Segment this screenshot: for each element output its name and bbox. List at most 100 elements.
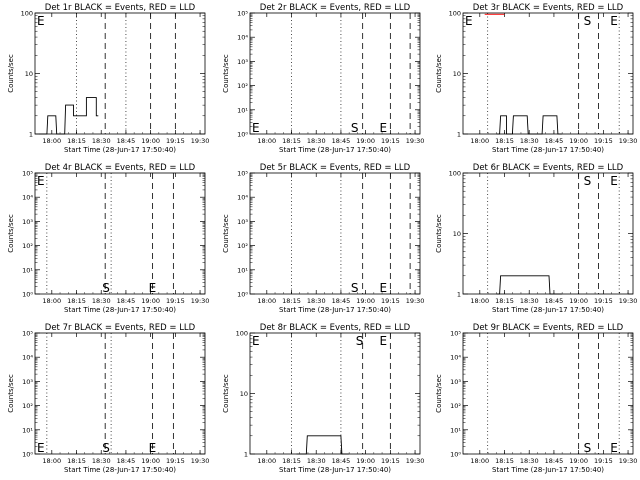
y-tick-label: 10¹ [450,426,461,434]
x-tick-label: 18:15 [282,457,301,465]
x-tick-label: 18:15 [495,297,514,305]
y-tick-label: 10³ [22,218,33,226]
y-tick-label: 10³ [450,378,461,386]
x-tick-label: 18:30 [307,137,326,145]
panel-8: Det 8r BLACK = Events, RED = LLD 1 10 100 18… [222,323,424,474]
x-axis-label: Start Time (28-Jun-17 17:50:40) [64,466,176,474]
y-tick-label: 1 [29,131,33,139]
x-tick-label: 18:30 [92,297,111,305]
marker-e: E [252,334,260,348]
panel-1: Det 1r BLACK = Events, RED = LLD 1 10 100 18… [7,3,209,154]
marker-s: S [102,441,110,455]
x-axis-label: Start Time (28-Jun-17 17:50:40) [279,306,391,314]
y-tick-label: 10² [22,402,33,410]
marker-s: S [351,281,359,295]
x-tick-label: 19:15 [594,137,613,145]
y-tick-label: 10⁵ [22,330,33,338]
panel-title: Det 3r BLACK = Events, RED = LLD [473,3,624,13]
x-tick-label: 18:00 [257,297,276,305]
x-tick-label: 18:00 [257,137,276,145]
x-tick-label: 18:45 [117,297,136,305]
panel-9: Det 9r BLACK = Events, RED = LLD 10⁰ 10¹ 10… [435,323,637,474]
y-tick-label: 10¹ [237,266,248,274]
marker-s: S [584,14,592,28]
panel-2: Det 2r BLACK = Events, RED = LLD 10⁰ 10¹ 10… [222,3,424,154]
x-tick-label: 19:15 [166,137,185,145]
x-axis-label: Start Time (28-Jun-17 17:50:40) [64,306,176,314]
x-tick-label: 18:30 [92,137,111,145]
x-tick-label: 18:00 [470,457,489,465]
series-line-1 [496,275,562,295]
series-line-1 [39,97,99,135]
marker-e: E [379,334,387,348]
x-tick-label: 19:00 [141,297,160,305]
series-line-1 [296,435,349,455]
x-tick-label: 18:00 [42,137,61,145]
marker-e: E [149,281,157,295]
y-axis-label: Counts/sec [7,54,15,93]
plot-frame [34,332,206,455]
marker-s: S [584,441,592,455]
x-tick-label: 19:30 [191,297,210,305]
x-tick-label: 19:00 [356,137,375,145]
plot-frame [462,332,634,455]
x-tick-label: 18:30 [307,297,326,305]
y-tick-label: 10⁰ [237,131,248,139]
marker-e: E [37,174,45,188]
y-tick-label: 10⁵ [450,330,461,338]
y-axis-label: Counts/sec [7,374,15,413]
x-tick-label: 19:30 [406,457,425,465]
panel-4: Det 4r BLACK = Events, RED = LLD 10⁰ 10¹ 10… [7,163,209,314]
y-axis-label: Counts/sec [435,214,443,253]
x-tick-label: 19:00 [356,457,375,465]
panel-title: Det 9r BLACK = Events, RED = LLD [473,323,624,333]
x-tick-label: 19:15 [594,297,613,305]
y-axis-label: Counts/sec [222,214,230,253]
marker-s: S [102,281,110,295]
x-tick-label: 18:15 [495,137,514,145]
plot-frame [34,172,206,295]
x-tick-label: 18:15 [67,297,86,305]
plot-frame [249,12,421,135]
marker-e: E [379,121,387,135]
x-tick-label: 19:30 [619,457,638,465]
y-tick-label: 10³ [237,58,248,66]
y-tick-label: 10 [453,230,461,238]
x-tick-label: 19:00 [141,457,160,465]
y-tick-label: 10⁴ [22,354,33,362]
panel-title: Det 2r BLACK = Events, RED = LLD [260,3,411,13]
x-axis-label: Start Time (28-Jun-17 17:50:40) [64,146,176,154]
y-tick-label: 10⁴ [450,354,461,362]
x-tick-label: 18:45 [332,457,351,465]
x-tick-label: 19:30 [406,137,425,145]
y-tick-label: 10² [450,402,461,410]
y-tick-label: 100 [449,10,461,18]
y-tick-label: 10⁴ [22,194,33,202]
y-tick-label: 10⁰ [22,451,33,459]
y-tick-label: 10 [240,390,248,398]
marker-e: E [465,14,473,28]
x-tick-label: 19:00 [569,457,588,465]
y-axis-label: Counts/sec [435,374,443,413]
y-tick-label: 10¹ [237,106,248,114]
x-axis-label: Start Time (28-Jun-17 17:50:40) [492,466,604,474]
x-axis-label: Start Time (28-Jun-17 17:50:40) [492,306,604,314]
y-tick-label: 10⁴ [237,34,248,42]
marker-s: S [584,174,592,188]
y-tick-label: 10⁵ [237,170,248,178]
y-axis-label: Counts/sec [222,374,230,413]
y-tick-label: 10⁵ [22,170,33,178]
x-tick-label: 18:45 [117,457,136,465]
y-tick-label: 100 [21,10,33,18]
panel-title: Det 1r BLACK = Events, RED = LLD [45,3,196,13]
x-tick-label: 19:30 [619,137,638,145]
x-tick-label: 19:15 [381,137,400,145]
x-tick-label: 18:15 [67,457,86,465]
x-tick-label: 19:15 [166,457,185,465]
x-tick-label: 18:00 [470,297,489,305]
marker-e: E [610,14,618,28]
panel-title: Det 8r BLACK = Events, RED = LLD [260,323,411,333]
x-tick-label: 19:30 [191,137,210,145]
x-tick-label: 19:15 [381,457,400,465]
